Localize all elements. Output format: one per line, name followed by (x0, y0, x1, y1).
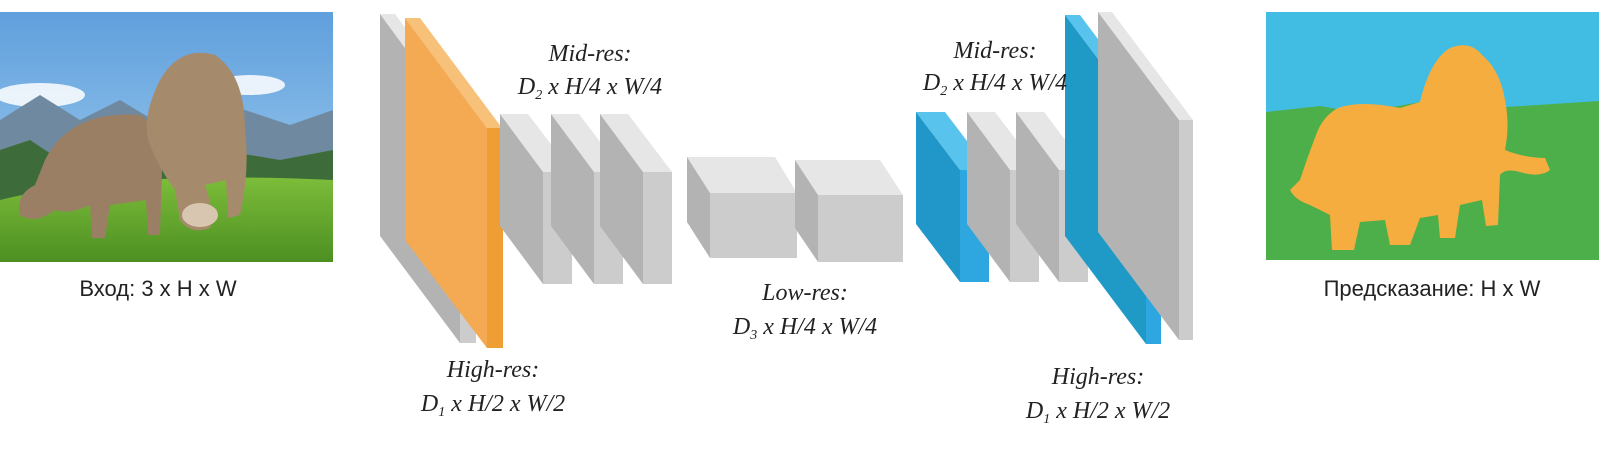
mid-res-block (600, 114, 672, 284)
label-dims: D2 x H/4 x W/4 (922, 70, 1067, 99)
slab-side (1098, 12, 1179, 340)
orange-slab-side (405, 18, 487, 348)
decoder-high-res-block (1098, 12, 1193, 340)
encoder-high-res-orange-slab (405, 18, 503, 348)
block-front (818, 195, 903, 262)
block-side (687, 157, 710, 258)
low-res-block (795, 160, 903, 262)
photo-cow-left (19, 114, 163, 238)
decoder-mid-res-blocks (916, 112, 1088, 282)
low-res-blocks (687, 157, 903, 262)
slab-front (1179, 120, 1193, 340)
label-title: Low-res: (761, 280, 848, 306)
label-title: High-res: (1051, 364, 1144, 390)
block-side (916, 112, 960, 282)
photo-cow-right (146, 52, 247, 231)
block-side (967, 112, 1010, 282)
encoder-mid-res-blocks (500, 114, 672, 284)
photo-cloud (0, 83, 85, 107)
photo-cow-muzzle (182, 203, 218, 227)
block-side (795, 160, 818, 262)
low-res-block (687, 157, 797, 258)
label-high-res-left: High-res: D1 x H/2 x W/2 (420, 357, 565, 420)
block-side (500, 114, 543, 284)
label-dims: D2 x H/4 x W/4 (517, 74, 662, 103)
block-top (795, 160, 903, 195)
output-caption: Предсказание: H x W (1324, 276, 1541, 301)
input-photo (0, 12, 333, 262)
label-title: High-res: (446, 357, 539, 383)
block-side (600, 114, 643, 284)
label-low-res: Low-res: D3 x H/4 x W/4 (732, 280, 877, 343)
label-dims: D3 x H/4 x W/4 (732, 314, 877, 343)
orange-slab-top (405, 18, 502, 128)
label-mid-res-left: Mid-res: D2 x H/4 x W/4 (517, 41, 662, 103)
label-title: Mid-res: (952, 38, 1036, 64)
block-side (1016, 112, 1059, 282)
input-caption: Вход: 3 x H x W (79, 276, 237, 301)
block-top (600, 114, 672, 172)
output-segmentation (1266, 12, 1599, 260)
orange-slab-front (487, 128, 503, 348)
label-title: Mid-res: (547, 41, 631, 67)
block-top (687, 157, 797, 193)
label-high-res-right: High-res: D1 x H/2 x W/2 (1025, 364, 1170, 427)
block-side (551, 114, 594, 284)
block-front (643, 172, 672, 284)
label-dims: D1 x H/2 x W/2 (420, 391, 565, 420)
seg-cows (1290, 45, 1550, 250)
label-dims: D1 x H/2 x W/2 (1025, 398, 1170, 427)
slab-top (1098, 12, 1193, 120)
label-mid-res-right: Mid-res: D2 x H/4 x W/4 (922, 38, 1067, 99)
block-front (710, 193, 797, 258)
